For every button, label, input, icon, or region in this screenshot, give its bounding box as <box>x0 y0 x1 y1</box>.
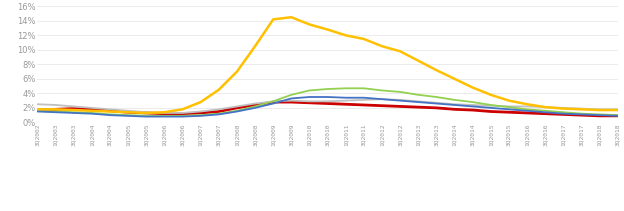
Conventional ARM <box>270 18 277 21</box>
Conventional <box>52 110 59 113</box>
Line: Conventional: Conventional <box>37 88 618 116</box>
Conventional ARM <box>469 86 476 89</box>
Conventional ARM <box>342 34 349 37</box>
Conventional ARM <box>178 108 186 111</box>
Conventional <box>396 91 404 93</box>
Conventional ARM <box>251 45 259 47</box>
Conventional ARM <box>52 108 59 111</box>
Conventional <box>288 93 295 96</box>
Conventional ARM <box>306 23 313 26</box>
Conventional ARM <box>451 78 458 80</box>
Conventional <box>306 89 313 92</box>
Conventional ARM <box>505 99 513 102</box>
Conventional <box>487 104 495 106</box>
Conventional <box>88 112 95 114</box>
Conventional <box>233 110 241 112</box>
Conventional <box>70 111 77 114</box>
Conventional <box>215 112 223 115</box>
Conventional ARM <box>70 109 77 111</box>
Conventional ARM <box>414 60 422 62</box>
Conventional <box>524 108 531 111</box>
Conventional <box>414 93 422 96</box>
Conventional <box>560 111 567 114</box>
Conventional ARM <box>233 70 241 73</box>
Conventional ARM <box>560 107 567 110</box>
Conventional <box>378 89 386 92</box>
Conventional ARM <box>396 50 404 53</box>
Conventional <box>614 114 622 116</box>
Conventional ARM <box>142 112 150 114</box>
Conventional <box>197 114 205 116</box>
Conventional <box>124 114 132 116</box>
Conventional ARM <box>378 45 386 47</box>
Conventional <box>34 110 41 112</box>
Line: Conventional ARM: Conventional ARM <box>37 17 618 113</box>
Conventional <box>324 88 331 90</box>
Conventional <box>596 113 603 116</box>
Conventional ARM <box>215 88 223 91</box>
Conventional ARM <box>88 110 95 112</box>
Conventional <box>106 113 114 116</box>
Conventional <box>360 87 368 89</box>
Conventional <box>142 115 150 117</box>
Conventional ARM <box>596 109 603 111</box>
Conventional <box>451 99 458 101</box>
Conventional ARM <box>542 106 549 108</box>
Conventional <box>469 101 476 103</box>
Conventional ARM <box>160 111 168 114</box>
Conventional ARM <box>360 38 368 40</box>
Conventional ARM <box>614 109 622 111</box>
Conventional ARM <box>197 101 205 103</box>
Conventional <box>342 87 349 89</box>
Conventional ARM <box>288 16 295 19</box>
Conventional ARM <box>578 108 585 111</box>
Conventional ARM <box>106 110 114 113</box>
Conventional <box>432 96 440 98</box>
Conventional ARM <box>324 28 331 31</box>
Conventional <box>251 105 259 108</box>
Conventional <box>270 100 277 103</box>
Conventional <box>160 115 168 117</box>
Conventional ARM <box>124 111 132 114</box>
Conventional ARM <box>524 103 531 106</box>
Conventional <box>578 112 585 115</box>
Conventional ARM <box>432 69 440 71</box>
Conventional ARM <box>487 93 495 96</box>
Conventional <box>178 115 186 117</box>
Conventional <box>542 110 549 112</box>
Conventional <box>505 106 513 108</box>
Conventional ARM <box>34 108 41 111</box>
